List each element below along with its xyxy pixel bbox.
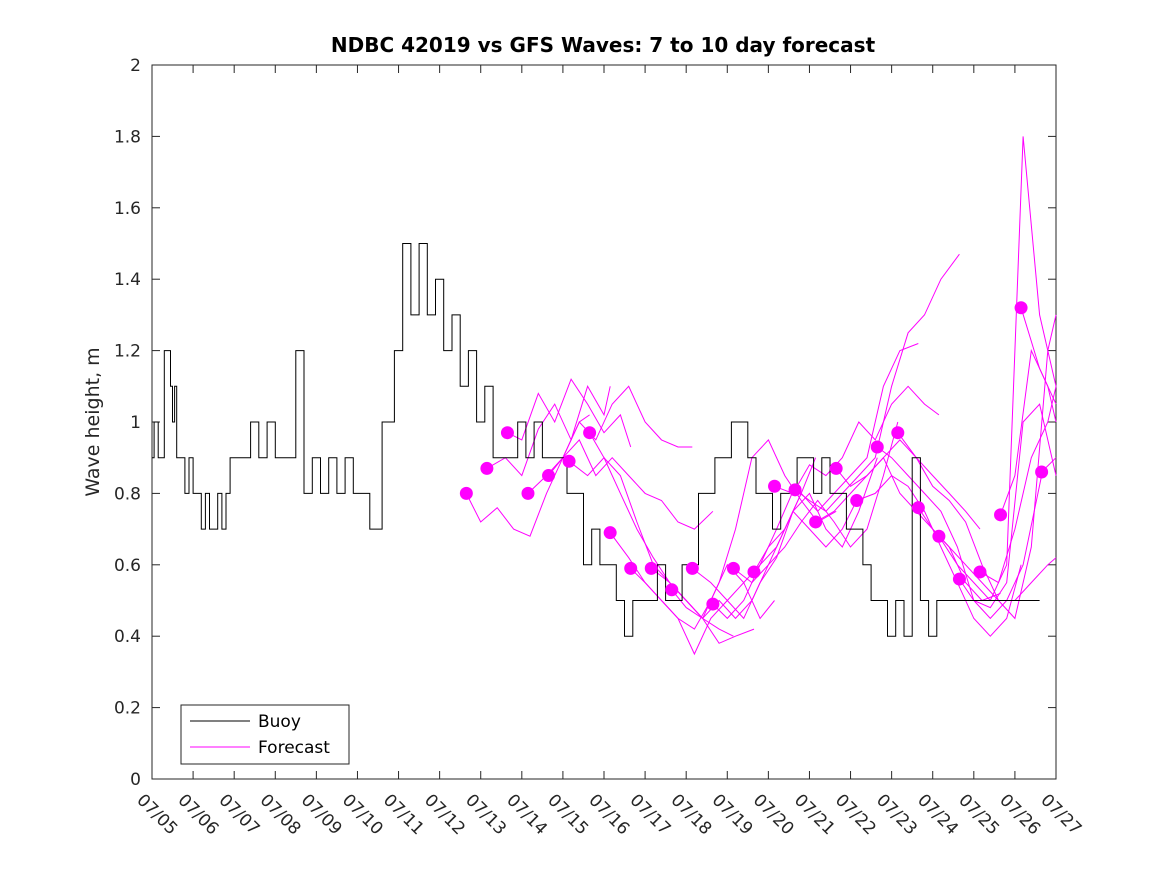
legend: Buoy Forecast: [180, 704, 350, 765]
forecast-series-line: [856, 474, 1022, 637]
forecast-series-line: [548, 439, 714, 530]
forecast-series-line: [1000, 348, 1057, 515]
forecast-marker: [809, 515, 823, 529]
forecast-marker: [521, 486, 535, 500]
buoy-line: [152, 243, 1040, 637]
forecast-series-line: [609, 532, 775, 656]
forecast-marker: [891, 426, 905, 440]
forecast-marker: [562, 454, 576, 468]
chart-title: NDBC 42019 vs GFS Waves: 7 to 10 day for…: [331, 33, 876, 57]
forecast-marker: [788, 483, 802, 497]
forecast-series-line: [877, 446, 1043, 620]
y-tick-label: 1.4: [114, 270, 141, 290]
forecast-series-line: [507, 378, 632, 448]
forecast-series-line: [486, 385, 611, 477]
forecast-marker: [768, 479, 782, 493]
buoy-layer: [152, 243, 1040, 637]
forecast-markers: [459, 301, 1049, 611]
forecast-marker: [685, 561, 699, 575]
legend-buoy-label: Buoy: [258, 712, 301, 732]
y-tick-label: 1.6: [114, 199, 141, 219]
y-tick-label: 0.2: [114, 699, 141, 719]
y-tick-label: 2: [130, 56, 141, 76]
forecast-marker: [726, 561, 740, 575]
forecast-marker: [665, 583, 679, 597]
forecast-marker: [973, 565, 987, 579]
forecast-marker: [500, 426, 514, 440]
y-tick-label: 1.8: [114, 127, 141, 147]
forecast-marker: [459, 486, 473, 500]
forecast-marker: [644, 561, 658, 575]
forecast-series-line: [897, 432, 1057, 601]
forecast-marker: [1014, 301, 1028, 315]
forecast-marker: [829, 461, 843, 475]
forecast-series-line: [691, 500, 858, 620]
forecast-marker: [850, 494, 864, 508]
y-axis-label: Wave height, m: [82, 347, 104, 496]
forecast-marker: [747, 565, 761, 579]
y-tick-label: 0.4: [114, 627, 141, 647]
forecast-series-line: [527, 385, 693, 494]
y-tick-label: 0: [130, 770, 141, 790]
forecast-series-line: [774, 385, 940, 495]
forecast-marker: [994, 508, 1008, 522]
forecast-series-line: [815, 439, 981, 530]
forecast-marker: [1035, 465, 1049, 479]
forecast-marker: [480, 461, 494, 475]
forecast-marker: [583, 426, 597, 440]
y-tick-label: 1: [130, 413, 141, 433]
forecast-series-line: [733, 421, 899, 584]
forecast-marker: [952, 572, 966, 586]
forecast-marker: [603, 526, 617, 540]
forecast-marker: [932, 529, 946, 543]
forecast-series-line: [979, 386, 1057, 584]
y-tick-label: 1.2: [114, 342, 141, 362]
forecast-marker: [911, 501, 925, 515]
y-tick-label: 0.6: [114, 556, 141, 576]
legend-box: [180, 704, 350, 765]
y-tick-label: 0.8: [114, 484, 141, 504]
forecast-series-line: [1020, 307, 1057, 405]
forecast-marker: [624, 561, 638, 575]
forecast-marker: [870, 440, 884, 454]
forecast-series-line: [568, 456, 734, 637]
forecast-marker: [706, 597, 720, 611]
forecast-series-line: [794, 253, 960, 512]
forecast-marker: [542, 469, 556, 483]
legend-forecast-label: Forecast: [258, 738, 330, 758]
y-axis: 0 0.2 0.4 0.6 0.8 1 1.2 1.4 1.6 1.8 2: [114, 56, 1056, 790]
